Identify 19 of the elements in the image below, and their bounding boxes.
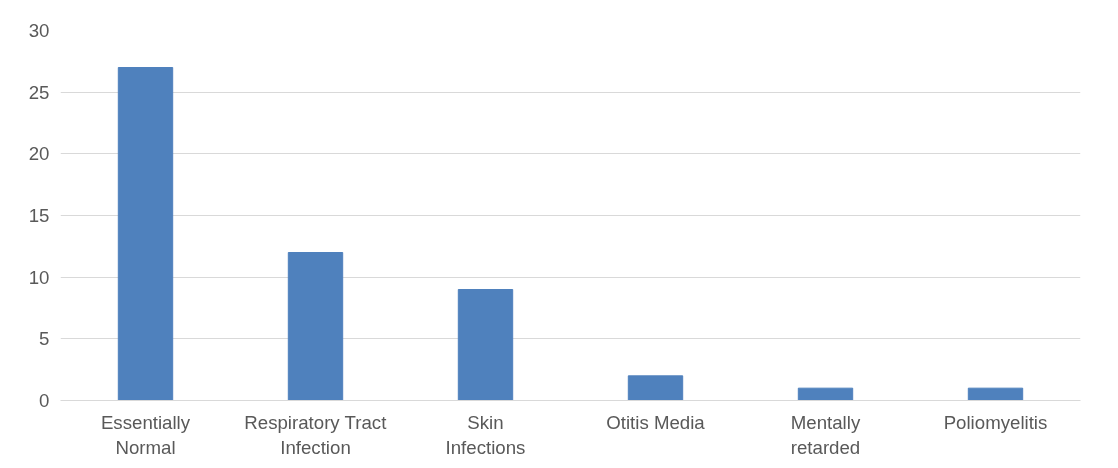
x-tick-label: Otitis Media xyxy=(606,411,706,433)
y-tick-label: 15 xyxy=(28,205,50,226)
bar xyxy=(457,289,514,401)
x-tick-label: Respiratory Tract Infection xyxy=(244,411,388,458)
x-tick-label: Essentially Normal xyxy=(100,411,191,458)
y-tick-label: 20 xyxy=(28,143,50,165)
y-tick-label: 25 xyxy=(28,81,50,103)
y-tick-label: 0 xyxy=(39,390,50,411)
bar xyxy=(967,387,1024,401)
x-tick-label: Poliomyelitis xyxy=(943,411,1048,433)
bar xyxy=(117,67,174,401)
y-tick-label: 10 xyxy=(28,266,50,288)
x-tick-label: Skin Infections xyxy=(445,411,526,458)
x-tick-label: Mentally retarded xyxy=(790,411,861,458)
y-tick-label: 30 xyxy=(28,20,50,41)
bar xyxy=(627,375,684,401)
y-tick-label: 5 xyxy=(39,328,50,350)
bar xyxy=(287,252,344,401)
bar xyxy=(797,387,854,401)
